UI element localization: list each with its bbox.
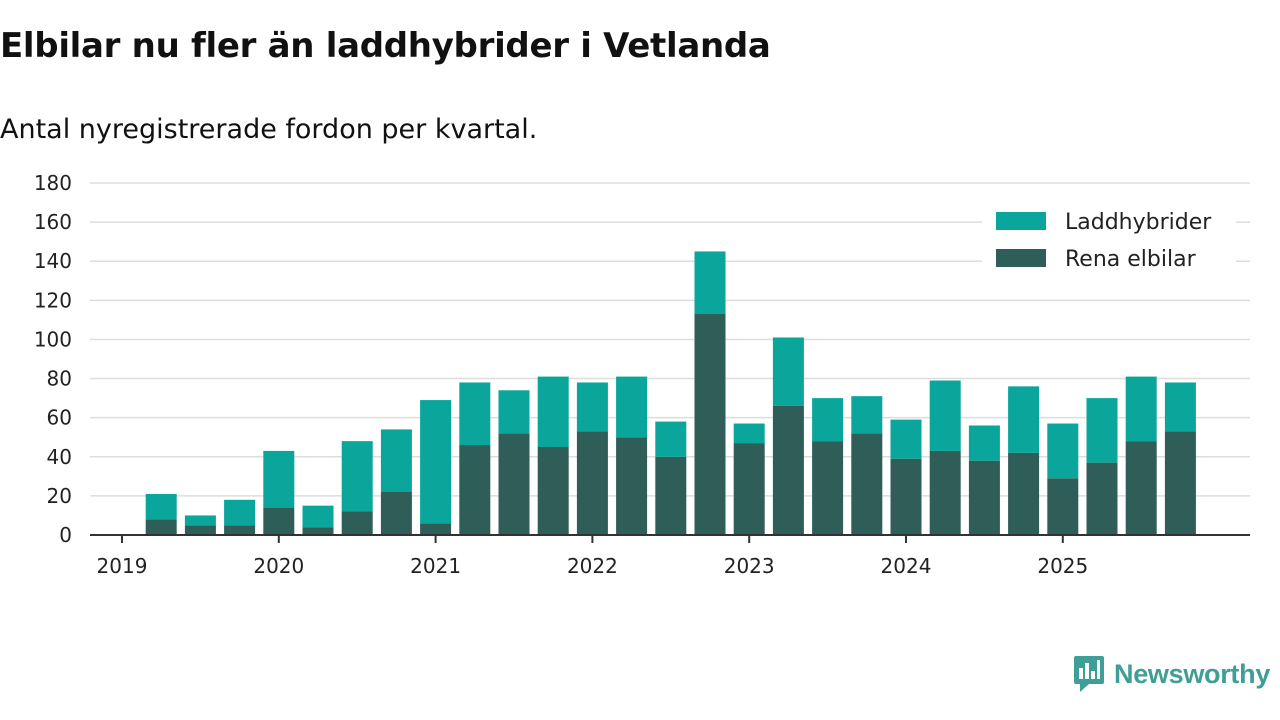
bar-rena-elbilar xyxy=(812,441,844,535)
y-tick-label: 100 xyxy=(34,327,72,351)
bar-laddhybrider xyxy=(1086,398,1118,463)
bar-laddhybrider xyxy=(420,400,452,524)
bar-rena-elbilar xyxy=(341,511,373,535)
x-tick-label: 2023 xyxy=(724,554,775,578)
bar-rena-elbilar xyxy=(576,431,608,535)
y-tick-label: 0 xyxy=(59,523,72,547)
bar-laddhybrider xyxy=(341,441,373,512)
y-tick-label: 60 xyxy=(47,406,72,430)
bar-rena-elbilar xyxy=(459,445,491,535)
legend: Laddhybrider Rena elbilar xyxy=(982,200,1236,282)
bar-laddhybrider xyxy=(459,382,491,446)
y-tick-label: 40 xyxy=(47,445,72,469)
y-tick-label: 120 xyxy=(34,288,72,312)
bar-laddhybrider xyxy=(968,425,1000,461)
bar-rena-elbilar xyxy=(1008,452,1040,535)
x-tick-label: 2019 xyxy=(97,554,148,578)
bar-laddhybrider xyxy=(1125,376,1157,442)
bar-rena-elbilar xyxy=(694,314,726,535)
bar-rena-elbilar xyxy=(890,458,922,535)
bar-laddhybrider xyxy=(733,423,765,444)
y-tick-label: 140 xyxy=(34,249,72,273)
bar-rena-elbilar xyxy=(1086,462,1118,535)
bar-laddhybrider xyxy=(655,421,687,457)
bar-rena-elbilar xyxy=(224,525,256,535)
brand-name: Newsworthy xyxy=(1114,658,1271,689)
bar-rena-elbilar xyxy=(655,456,687,535)
bar-laddhybrider xyxy=(1008,386,1040,453)
bar-rena-elbilar xyxy=(733,443,765,535)
bar-rena-elbilar xyxy=(537,447,569,535)
bar-rena-elbilar xyxy=(851,433,883,535)
bar-rena-elbilar xyxy=(420,523,452,535)
y-axis-ticks: 0 20 40 60 80 100 120 140 160 180 xyxy=(34,171,72,547)
bar-rena-elbilar xyxy=(968,460,1000,535)
legend-label-rena-elbilar: Rena elbilar xyxy=(1065,247,1197,272)
bar-laddhybrider xyxy=(1164,382,1196,432)
chart-subtitle: Antal nyregistrerade fordon per kvartal. xyxy=(0,114,538,145)
bar-laddhybrider xyxy=(302,505,334,528)
bars xyxy=(145,251,1196,535)
legend-label-laddhybrider: Laddhybrider xyxy=(1065,210,1212,235)
bar-rena-elbilar xyxy=(1164,431,1196,535)
x-tick-label: 2025 xyxy=(1037,554,1088,578)
bar-laddhybrider xyxy=(929,380,961,451)
bar-laddhybrider xyxy=(694,251,726,315)
bar-rena-elbilar xyxy=(302,527,334,535)
bar-rena-elbilar xyxy=(1047,478,1079,535)
y-tick-label: 160 xyxy=(34,210,72,234)
bar-laddhybrider xyxy=(772,337,804,406)
bar-laddhybrider xyxy=(498,390,530,434)
legend-swatch-rena-elbilar xyxy=(996,249,1046,267)
x-tick-label: 2022 xyxy=(567,554,618,578)
bar-laddhybrider xyxy=(851,396,883,434)
newsworthy-chart-icon xyxy=(1074,656,1104,692)
x-tick-label: 2021 xyxy=(410,554,461,578)
y-tick-label: 180 xyxy=(34,171,72,195)
y-tick-label: 20 xyxy=(47,484,72,508)
bar-rena-elbilar xyxy=(616,437,648,535)
bar-rena-elbilar xyxy=(380,491,412,535)
bar-laddhybrider xyxy=(224,499,256,526)
bar-laddhybrider xyxy=(576,382,608,432)
x-tick-label: 2024 xyxy=(881,554,932,578)
x-axis: 2019 2020 2021 2022 2023 2024 2025 xyxy=(90,534,1250,578)
bar-laddhybrider xyxy=(616,376,648,438)
chart-title: Elbilar nu fler än laddhybrider i Vetlan… xyxy=(0,26,771,66)
newsworthy-logo: Newsworthy xyxy=(1072,654,1270,694)
y-tick-label: 80 xyxy=(47,367,72,391)
bar-laddhybrider xyxy=(812,398,844,442)
bar-laddhybrider xyxy=(537,376,569,447)
bar-rena-elbilar xyxy=(498,433,530,535)
legend-swatch-laddhybrider xyxy=(996,212,1046,230)
bar-rena-elbilar xyxy=(263,507,295,535)
bar-rena-elbilar xyxy=(1125,441,1157,535)
bar-laddhybrider xyxy=(890,419,922,459)
bar-rena-elbilar xyxy=(929,450,961,535)
bar-laddhybrider xyxy=(184,515,216,526)
bar-rena-elbilar xyxy=(145,519,177,535)
bar-laddhybrider xyxy=(263,450,295,508)
bar-laddhybrider xyxy=(380,429,412,492)
bar-laddhybrider xyxy=(1047,423,1079,479)
bar-rena-elbilar xyxy=(184,525,216,535)
bar-laddhybrider xyxy=(145,493,177,520)
x-tick-label: 2020 xyxy=(253,554,304,578)
bar-rena-elbilar xyxy=(772,405,804,535)
